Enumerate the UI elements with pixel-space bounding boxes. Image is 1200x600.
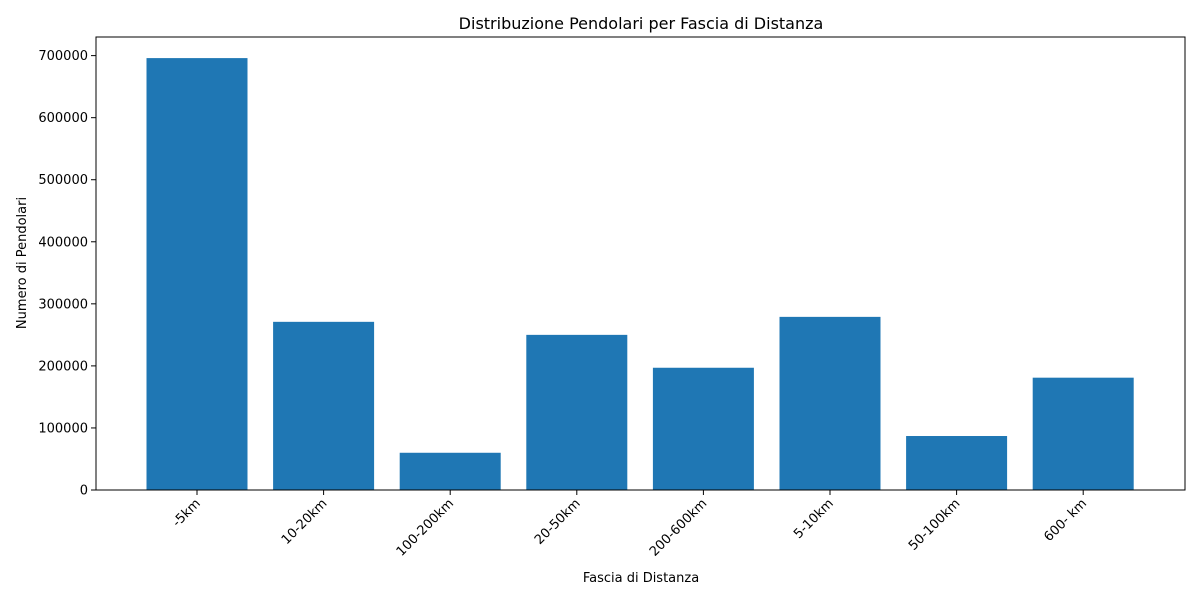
chart-title: Distribuzione Pendolari per Fascia di Di…: [459, 14, 824, 33]
bar-4: [652, 367, 754, 490]
x-axis-title: Fascia di Distanza: [583, 571, 699, 586]
bar-6: [906, 436, 1008, 490]
y-tick-label-1: 100000: [38, 421, 88, 436]
x-tick-label-4: 200-600km: [647, 496, 710, 559]
bar-1: [273, 321, 375, 490]
y-tick-label-5: 500000: [38, 173, 88, 188]
plot-frame: [95, 36, 1186, 491]
bars: [146, 58, 1134, 490]
y-tick-label-4: 400000: [38, 235, 88, 250]
y-tick-label-6: 600000: [38, 111, 88, 126]
y-axis-title: Numero di Pendolari: [15, 197, 30, 329]
x-tick-label-0: -5km: [170, 496, 204, 530]
x-tick-label-1: 10-20km: [279, 496, 331, 548]
bar-2: [399, 452, 501, 490]
x-axis: -5km 10-20km 100-200km 20-50km 200-600km 5-10…: [170, 490, 1090, 560]
y-tick-label-7: 700000: [38, 49, 88, 64]
bar-5: [779, 316, 881, 490]
x-tick-label-6: 50-100km: [906, 496, 963, 553]
x-tick-label-5: 5-10km: [791, 496, 837, 542]
bar-3: [526, 334, 628, 490]
y-axis: 0 100000 200000 300000 400000 500000 600000 700…: [38, 49, 96, 499]
bar-0: [146, 58, 248, 490]
x-tick-label-7: 600- km: [1041, 496, 1090, 545]
y-tick-label-2: 200000: [38, 359, 88, 374]
y-tick-label-0: 0: [80, 484, 88, 499]
bar-7: [1032, 377, 1134, 490]
y-tick-label-3: 300000: [38, 297, 88, 312]
x-tick-label-3: 20-50km: [532, 496, 584, 548]
x-tick-label-2: 100-200km: [394, 496, 457, 559]
